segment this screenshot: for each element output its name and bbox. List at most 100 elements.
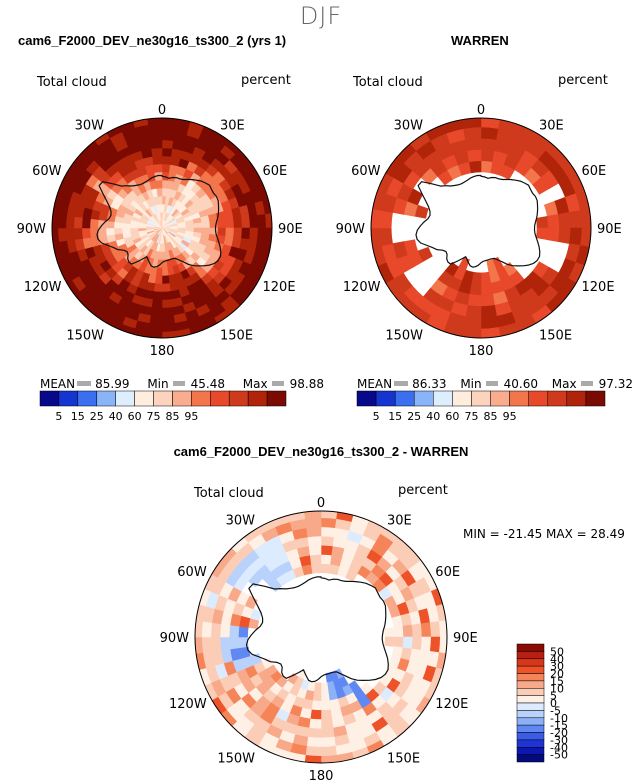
colorbar-tick-label: 15 [550, 675, 564, 688]
cloud-cell [129, 227, 139, 233]
cloud-cell [320, 745, 337, 757]
cloud-cell [546, 227, 560, 242]
cloud-cell [309, 709, 322, 720]
cloud-cell [438, 619, 447, 638]
colorbar-box [228, 390, 249, 407]
colorbar-box [516, 724, 545, 733]
cloud-cell [480, 304, 497, 319]
cloud-cell [546, 214, 560, 229]
map-boundary [370, 117, 592, 339]
polar-plot-2: 0 30E 60E 90E 120E 150E 180 150W 120W 90W 60W 30W [160, 496, 478, 781]
cloud-cell [480, 282, 494, 296]
cloud-cell [535, 227, 549, 241]
cloud-cell [152, 155, 163, 165]
cloud-cell [557, 212, 572, 229]
colorbar-box [413, 390, 434, 407]
colorbar-tick-label: -15 [550, 719, 568, 732]
cloud-cell [241, 216, 251, 229]
cloud-cell [201, 636, 213, 653]
cloud-cell [210, 622, 222, 638]
cloud-cell [480, 126, 499, 140]
antarctica-coastline [415, 174, 541, 268]
cloud-cell [384, 627, 395, 638]
longitude-label: 120W [343, 280, 381, 295]
longitude-label: 30W [75, 119, 105, 134]
colorbar-box [210, 390, 230, 407]
cloud-cell [468, 160, 482, 174]
cloud-cell [97, 219, 107, 229]
colorbar-box [452, 390, 472, 407]
colorbar-tick-label: 75 [147, 410, 161, 423]
cloud-cell [379, 227, 393, 246]
colorbar-box [516, 710, 545, 719]
longitude-label: 30W [394, 119, 424, 134]
cloud-cell [225, 218, 235, 229]
cloud-cell [149, 131, 163, 141]
cloud-cell [480, 316, 499, 330]
cloud-cell [161, 275, 170, 285]
cloud-cell [320, 682, 329, 693]
colorbar-tick-label: 50 [550, 645, 564, 658]
longitude-label: 120E [582, 280, 615, 295]
obs-variable-label: Total cloud [353, 75, 423, 90]
longitude-label: 180 [309, 769, 334, 781]
longitude-label: 0 [158, 103, 166, 118]
cloud-cell [185, 223, 195, 229]
obs-mean-value: 86.33 [412, 377, 447, 391]
cloud-cell [161, 155, 172, 165]
cloud-field [52, 118, 272, 338]
colorbar-tick-label: 85 [484, 410, 498, 423]
cloud-cell [249, 227, 259, 241]
cloud-cell [307, 727, 322, 739]
colorbar-box [375, 390, 396, 407]
cloud-cell [320, 727, 335, 739]
cloud-cell [569, 227, 583, 246]
colorbar-box [490, 390, 510, 407]
longitude-label: 60E [263, 164, 288, 179]
colorbar-box [191, 390, 211, 407]
colorbar-box [528, 390, 549, 407]
cloud-cell [241, 227, 251, 240]
colorbar-tick-label: -50 [550, 749, 568, 762]
cloud-cell [320, 526, 336, 538]
longitude-label: 30E [539, 119, 564, 134]
colorbar-tick-label: 60 [128, 410, 142, 423]
colorbar-box [394, 390, 415, 407]
polar-plot-1: 0 30E 60E 90E 120E 150E 180 150W 120W 90W 60W 30W [336, 103, 622, 359]
obs-mean-label: MEAN [357, 377, 393, 391]
colorbar-box [153, 390, 173, 407]
cloud-cell [411, 636, 423, 651]
cloud-cell [308, 718, 322, 730]
cloud-cell [463, 316, 482, 330]
colorbar-tick-label: 15 [388, 410, 402, 423]
cloud-cell [305, 517, 322, 529]
colorbar-box [516, 717, 545, 726]
obs-units-label: percent [558, 73, 608, 88]
diff-stats: MIN = -21.45 MAX = 28.49 [463, 527, 625, 541]
colorbar-tick-label: 5 [373, 410, 380, 423]
obs-max-label: Max [551, 377, 577, 391]
cloud-cell [535, 215, 549, 229]
longitude-label: 90E [453, 631, 478, 646]
colorbar-box [516, 732, 545, 741]
map-boundary [51, 117, 273, 339]
cloud-cell [402, 624, 414, 638]
cloud-cell [217, 227, 227, 237]
model-panel-title: cam6_F2000_DEV_ne30g16_ts300_2 (yrs 1) [18, 33, 287, 48]
cloud-cell [320, 736, 336, 748]
cloud-cell [153, 163, 163, 173]
longitude-label: 120E [435, 697, 468, 712]
cloud-cell [219, 636, 231, 651]
colorbar-box [585, 390, 606, 407]
obs-max-value: 97.32 [598, 377, 633, 391]
cloud-cell [303, 754, 322, 763]
colorbar-tick-label: 60 [445, 410, 459, 423]
cloud-cell [228, 624, 240, 638]
cloud-cell [233, 217, 243, 229]
cloud-cell [384, 636, 395, 647]
cloud-cell [217, 219, 227, 229]
colorbar-tick-label: 75 [465, 410, 479, 423]
cloud-cell [89, 218, 99, 229]
longitude-label: 30E [387, 514, 412, 529]
